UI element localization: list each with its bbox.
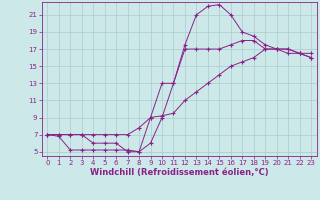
X-axis label: Windchill (Refroidissement éolien,°C): Windchill (Refroidissement éolien,°C) — [90, 168, 268, 177]
